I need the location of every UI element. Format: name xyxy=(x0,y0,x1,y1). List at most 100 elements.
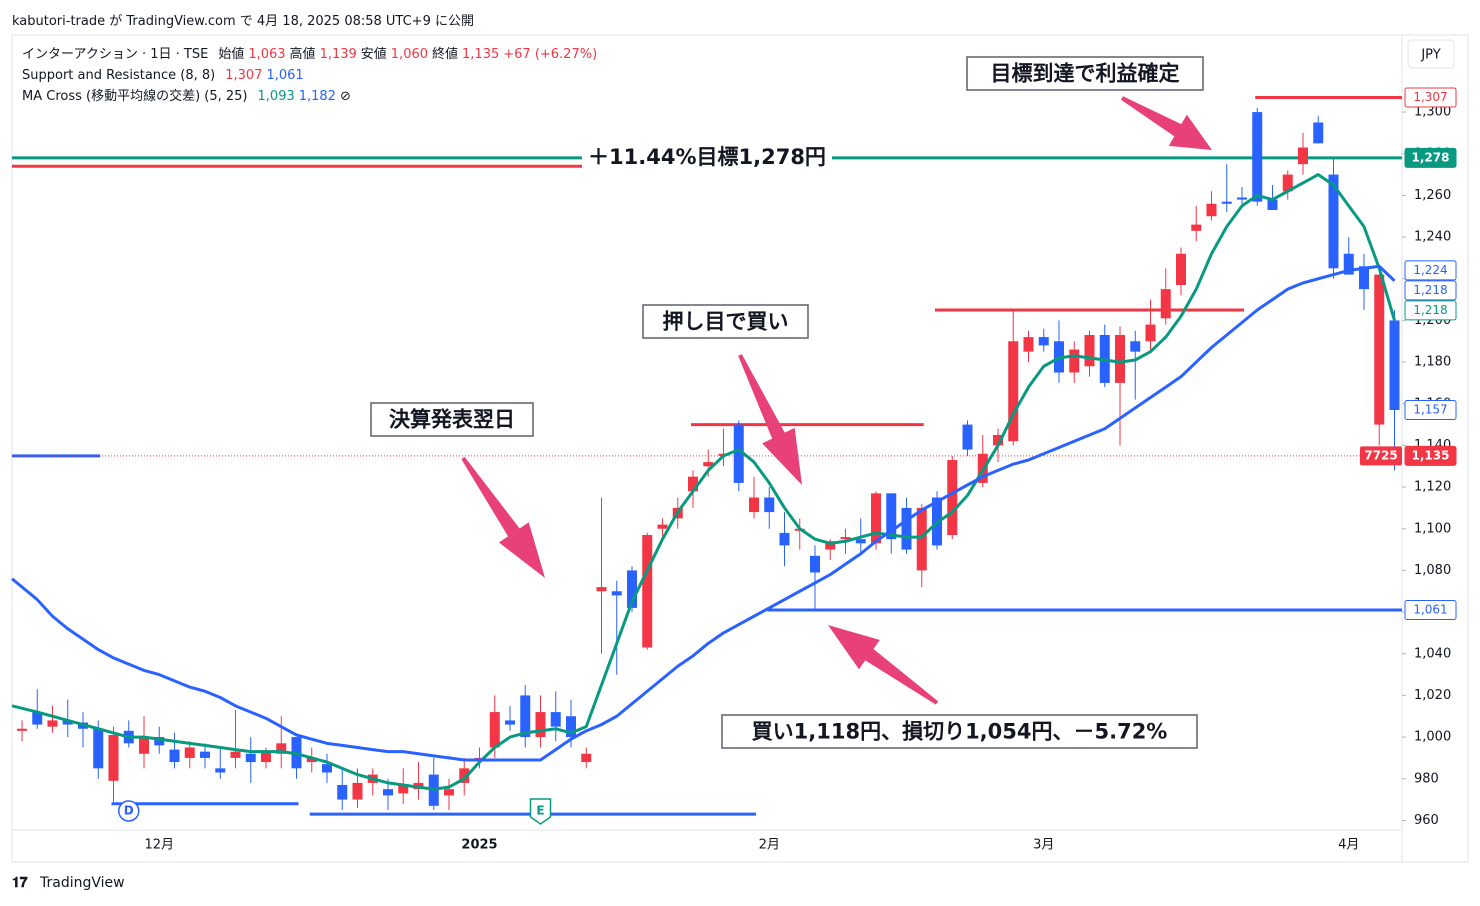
x-tick-label: 2月 xyxy=(759,838,780,853)
price-badge-label: 1,224 xyxy=(1413,263,1447,277)
price-badge xyxy=(1404,300,1457,321)
price-badge xyxy=(1404,147,1457,168)
legend-item: 高値 xyxy=(289,47,316,62)
legend-item: 終値 xyxy=(432,47,459,62)
candle-body xyxy=(703,462,714,467)
candle-body xyxy=(32,712,43,725)
candle-body xyxy=(245,753,256,763)
candle-body xyxy=(17,728,27,731)
annotation-box xyxy=(370,402,534,437)
price-badge-label: 1,278 xyxy=(1412,150,1450,164)
event-label: E xyxy=(536,804,544,818)
candle-body xyxy=(810,555,820,573)
price-badge xyxy=(1404,87,1457,108)
candle-body xyxy=(1145,324,1156,342)
legend-item: 1,060 xyxy=(390,47,429,62)
price-badge-label: 1,307 xyxy=(1413,90,1447,104)
candle-body xyxy=(1160,289,1171,319)
candle-body xyxy=(947,460,958,535)
candle-body xyxy=(627,570,637,608)
candle-body xyxy=(62,720,73,725)
price-badge-label: 1,061 xyxy=(1413,603,1447,617)
annotation-text: ＋11.44%目標1,278円 xyxy=(588,145,826,169)
y-tick-label: 1,300 xyxy=(1414,105,1451,120)
candle-body xyxy=(1023,337,1034,352)
price-badge xyxy=(1404,260,1457,281)
y-tick-label: 980 xyxy=(1414,771,1439,786)
candle-body xyxy=(962,424,973,450)
candle-body xyxy=(1237,197,1247,200)
arrow xyxy=(828,625,939,705)
candle-body xyxy=(108,735,119,781)
candle-body xyxy=(505,720,515,725)
y-tick-label: 960 xyxy=(1414,813,1439,828)
overlay: D E 1,307 1,278 1,224 1,218 1,218 1,157 1,135 1,0… xyxy=(118,56,1457,825)
annotation-box xyxy=(721,714,1198,749)
candle-body xyxy=(154,737,165,746)
candle-body xyxy=(352,782,363,800)
legend-item: 始値 xyxy=(218,47,245,62)
footer-text: TradingView xyxy=(40,875,125,891)
y-tick-label: 1,100 xyxy=(1414,521,1451,536)
y-tick-label: 1,020 xyxy=(1414,688,1451,703)
legend-item: 1,139 xyxy=(319,47,357,62)
candle-body xyxy=(1359,266,1369,290)
legend-item: 1,135 xyxy=(462,47,500,62)
candle-body xyxy=(886,493,897,540)
candle-body xyxy=(1221,201,1232,204)
candle-body xyxy=(1298,147,1308,165)
candle-body xyxy=(383,789,393,796)
candle-body xyxy=(169,749,180,763)
price-badge xyxy=(1404,600,1457,620)
legend-item: インターアクション · 1日 · TSE xyxy=(22,47,209,62)
x-tick-label: 4月 xyxy=(1338,838,1359,853)
header: kabutori-trade が TradingView.com で 4月 18… xyxy=(12,14,474,29)
annotation-box xyxy=(966,56,1204,91)
price-badge-label: 1,218 xyxy=(1413,283,1447,297)
candle-body xyxy=(1374,274,1385,425)
candle-body xyxy=(1191,224,1202,231)
x-tick-label: 3月 xyxy=(1033,838,1054,853)
candle-body xyxy=(276,743,287,754)
legend-row: インターアクション · 1日 · TSE 始値 1,063 高値 1,139 安値 1,06… xyxy=(22,44,601,65)
countdown-label: 7725 xyxy=(1364,448,1397,462)
candle-body xyxy=(566,716,576,738)
annotation-text: 買い1,118円、損切り1,054円、－5.72% xyxy=(752,720,1168,744)
candle-body xyxy=(520,695,531,738)
candle-body xyxy=(1313,122,1324,144)
annotation-text: 目標到達で利益確定 xyxy=(991,62,1180,86)
candle-body xyxy=(916,507,927,571)
candle-body xyxy=(901,507,912,550)
candle-body xyxy=(184,747,195,758)
candle-body xyxy=(1069,349,1080,373)
candle-body xyxy=(688,476,698,492)
arrow xyxy=(738,354,802,485)
legend-row: MA Cross (移動平均線の交差) (5, 25) 1,093 1,182 ⊘ xyxy=(22,86,601,107)
price-badge-label: 1,135 xyxy=(1412,448,1450,462)
legend-item: MA Cross (移動平均線の交差) (5, 25) xyxy=(22,89,248,104)
candle-body xyxy=(1282,174,1293,192)
event-label: D xyxy=(124,804,134,818)
event-marker xyxy=(118,800,140,822)
legend-row: Support and Resistance (8, 8) 1,307 1,061 xyxy=(22,65,601,86)
annotation-text: 押し目で買い xyxy=(663,310,789,334)
candle-body xyxy=(1252,112,1263,202)
y-tick-label: 1,080 xyxy=(1414,563,1451,578)
annotation-text: 決算発表翌日 xyxy=(389,408,515,432)
candle-body xyxy=(230,751,241,758)
candle-body xyxy=(337,785,348,800)
logo: 𝟏𝟕 xyxy=(12,875,28,891)
legend-item: 安値 xyxy=(360,47,387,62)
ma-line xyxy=(11,173,1396,791)
price-badge xyxy=(1404,400,1457,420)
candle-body xyxy=(459,768,470,783)
candle-body xyxy=(398,785,409,794)
legend-item: 1,182 xyxy=(298,89,336,104)
currency-box[interactable] xyxy=(1407,39,1455,69)
candle-body xyxy=(1008,341,1019,442)
candle-body xyxy=(1389,320,1400,410)
candle-body xyxy=(550,712,561,727)
candle-body xyxy=(1176,253,1186,285)
